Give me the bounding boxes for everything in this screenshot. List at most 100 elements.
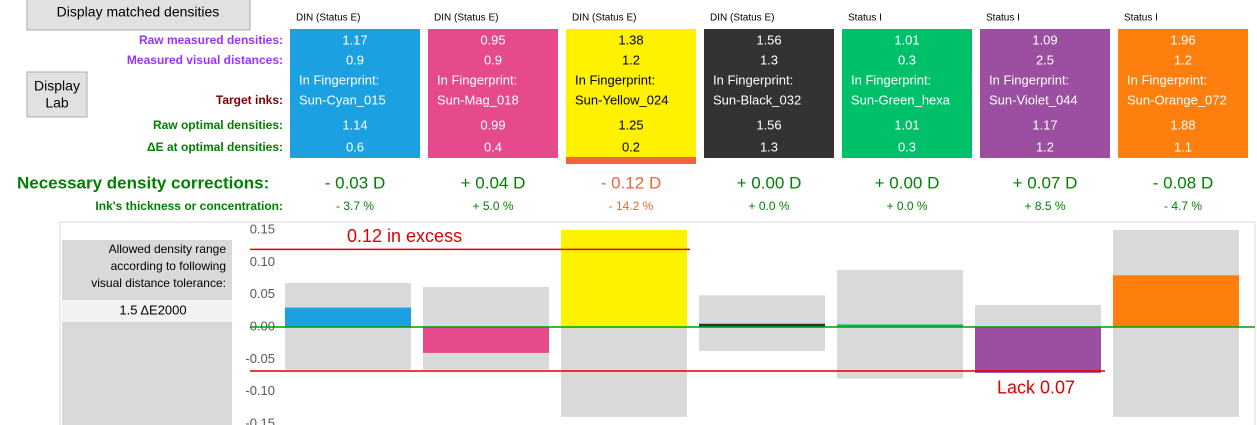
- bar: [285, 307, 411, 327]
- button[interactable]: [26, 71, 88, 118]
- cell: 0.3: [898, 139, 916, 154]
- y-tick-label: 0.00: [250, 318, 275, 333]
- correction: - 0.03 D: [325, 173, 385, 192]
- column-header: Status I: [848, 13, 882, 24]
- bar: [699, 323, 825, 327]
- ink-swatch: [842, 29, 972, 158]
- cell: 0.4: [484, 139, 502, 154]
- tolerance-value: 1.5 ΔE2000: [119, 302, 186, 317]
- cell: Sun-Yellow_024: [575, 92, 668, 107]
- column-header: Status I: [986, 13, 1020, 24]
- correction: + 0.00 D: [737, 173, 802, 192]
- cell: 1.17: [342, 32, 367, 47]
- cell: 1.01: [894, 117, 919, 132]
- ink-swatch: [290, 29, 420, 158]
- ink-swatch: [428, 29, 558, 158]
- button-label[interactable]: Lab: [45, 95, 69, 111]
- cell: In Fingerprint:: [437, 72, 517, 87]
- cell: 1.2: [1036, 139, 1054, 154]
- column-header: DIN (Status E): [710, 13, 774, 24]
- cell: 1.56: [756, 32, 781, 47]
- cell: 0.9: [346, 52, 364, 67]
- cell: 0.9: [484, 52, 502, 67]
- column-header: DIN (Status E): [296, 13, 360, 24]
- button-label[interactable]: Display: [34, 78, 80, 94]
- y-tick-label: 0.05: [250, 286, 275, 301]
- annotation: 0.12 in excess: [347, 226, 462, 246]
- tolerance-cell: [62, 300, 232, 322]
- cell: Sun-Black_032: [713, 92, 801, 107]
- cell: 1.56: [756, 117, 781, 132]
- correction: - 0.12 D: [601, 173, 661, 192]
- cell: 1.96: [1170, 32, 1195, 47]
- cell: Sun-Green_hexa: [851, 92, 951, 107]
- cell: 1.01: [894, 32, 919, 47]
- y-tick-label: -0.15: [245, 415, 275, 425]
- cell: 1.25: [618, 117, 643, 132]
- button-label[interactable]: Display matched densities: [57, 4, 220, 20]
- cell: In Fingerprint:: [299, 72, 379, 87]
- thickness: - 3.7 %: [336, 199, 374, 213]
- cell: 1.88: [1170, 117, 1195, 132]
- correction: + 0.07 D: [1013, 173, 1078, 192]
- correction: + 0.04 D: [461, 173, 526, 192]
- correction: - 0.08 D: [1153, 173, 1213, 192]
- tolerance-label: Allowed density range: [109, 242, 227, 256]
- cell: 1.09: [1032, 32, 1057, 47]
- tolerance-box: [62, 240, 232, 425]
- cell: Sun-Cyan_015: [299, 92, 386, 107]
- y-tick-label: -0.05: [245, 351, 275, 366]
- row-label: Target inks:: [216, 93, 283, 107]
- cell: Sun-Mag_018: [437, 92, 519, 107]
- bar: [975, 327, 1101, 373]
- warning-strip: [566, 157, 696, 164]
- thickness: + 0.0 %: [748, 199, 789, 213]
- cell: In Fingerprint:: [575, 72, 655, 87]
- y-tick-label: -0.10: [245, 383, 275, 398]
- cell: 0.3: [898, 52, 916, 67]
- row-label: Necessary density corrections:: [17, 173, 269, 192]
- cell: 1.2: [1174, 52, 1192, 67]
- cell: 1.3: [760, 52, 778, 67]
- bar: [1113, 275, 1239, 327]
- cell: 2.5: [1036, 52, 1054, 67]
- ink-swatch: [1118, 29, 1248, 158]
- column-header: Status I: [1124, 13, 1158, 24]
- bar: [837, 324, 963, 327]
- thickness: - 14.2 %: [609, 199, 654, 213]
- cell: Sun-Orange_072: [1127, 92, 1227, 107]
- cell: In Fingerprint:: [713, 72, 793, 87]
- thickness: + 5.0 %: [472, 199, 513, 213]
- range-bar: [699, 295, 825, 351]
- y-tick-label: 0.15: [250, 221, 275, 236]
- row-label: Ink's thickness or concentration:: [95, 199, 283, 213]
- cell: 1.3: [760, 139, 778, 154]
- cell: In Fingerprint:: [851, 72, 931, 87]
- cell: In Fingerprint:: [1127, 72, 1207, 87]
- cell: 1.38: [618, 32, 643, 47]
- tolerance-label: according to following: [111, 259, 226, 273]
- row-label: ΔE at optimal densities:: [147, 140, 283, 154]
- cell: Sun-Violet_044: [989, 92, 1078, 107]
- y-tick-label: 0.10: [250, 254, 275, 269]
- button[interactable]: [26, 0, 251, 31]
- annotation: Lack 0.07: [997, 378, 1075, 398]
- column-header: DIN (Status E): [434, 13, 498, 24]
- bar: [423, 327, 549, 353]
- cell: 1.2: [622, 52, 640, 67]
- cell: 0.99: [480, 117, 505, 132]
- column-header: DIN (Status E): [572, 13, 636, 24]
- thickness: + 0.0 %: [886, 199, 927, 213]
- thickness: + 8.5 %: [1024, 199, 1065, 213]
- cell: In Fingerprint:: [989, 72, 1069, 87]
- tolerance-label: visual distance tolerance:: [91, 276, 226, 290]
- cell: 1.17: [1032, 117, 1057, 132]
- cell: 0.95: [480, 32, 505, 47]
- cell: 1.1: [1174, 139, 1192, 154]
- ink-swatch: [980, 29, 1110, 158]
- ink-swatch: [704, 29, 834, 158]
- cell: 0.2: [622, 139, 640, 154]
- row-label: Raw optimal densities:: [153, 118, 283, 132]
